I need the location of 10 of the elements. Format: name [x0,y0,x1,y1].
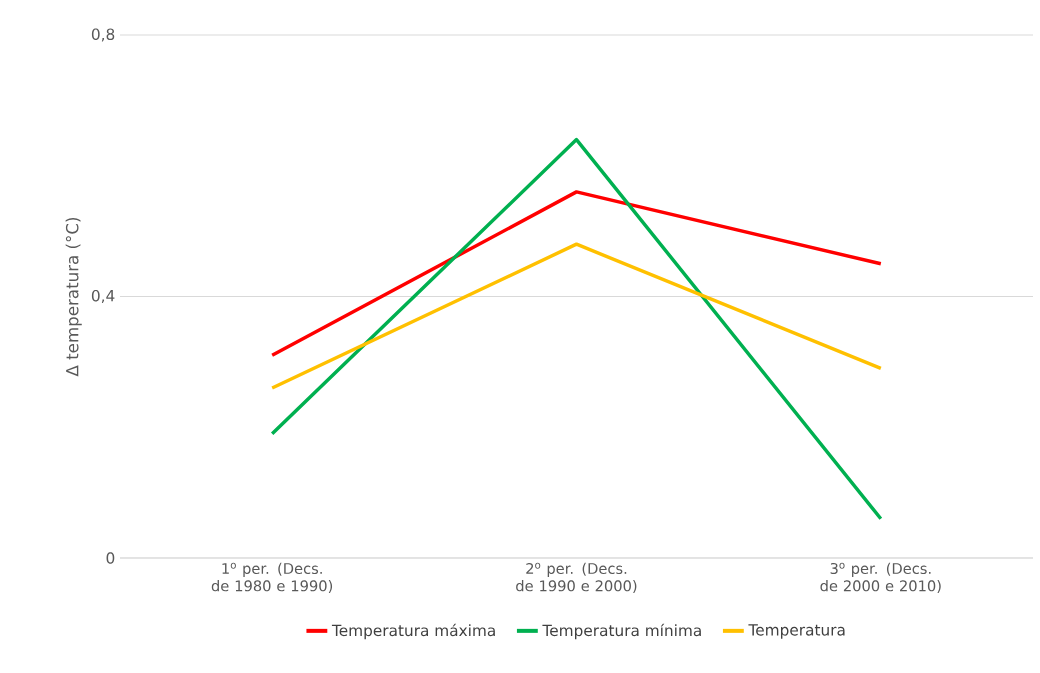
y-tick-label: 0 [106,552,115,564]
y-tick-label: 0,8 [91,28,115,42]
y-tick-label: 0,4 [91,289,115,304]
legend-label: Temperatura máxima [331,623,495,640]
legend-label: Temperatura mínima [542,623,701,640]
x-tick-label: 1$^{o}$ per. (Decs. de 1980 e 1990) [211,562,333,594]
y-axis-title: Δ temperatura (°C) [65,217,82,377]
legend-label: Temperatura [748,624,845,639]
x-tick-label: 2$^{o}$ per. (Decs. de 1990 e 2000) [516,562,637,594]
x-tick-label: 3$^{o}$ per. (Decs. de 2000 e 2010) [820,562,941,594]
